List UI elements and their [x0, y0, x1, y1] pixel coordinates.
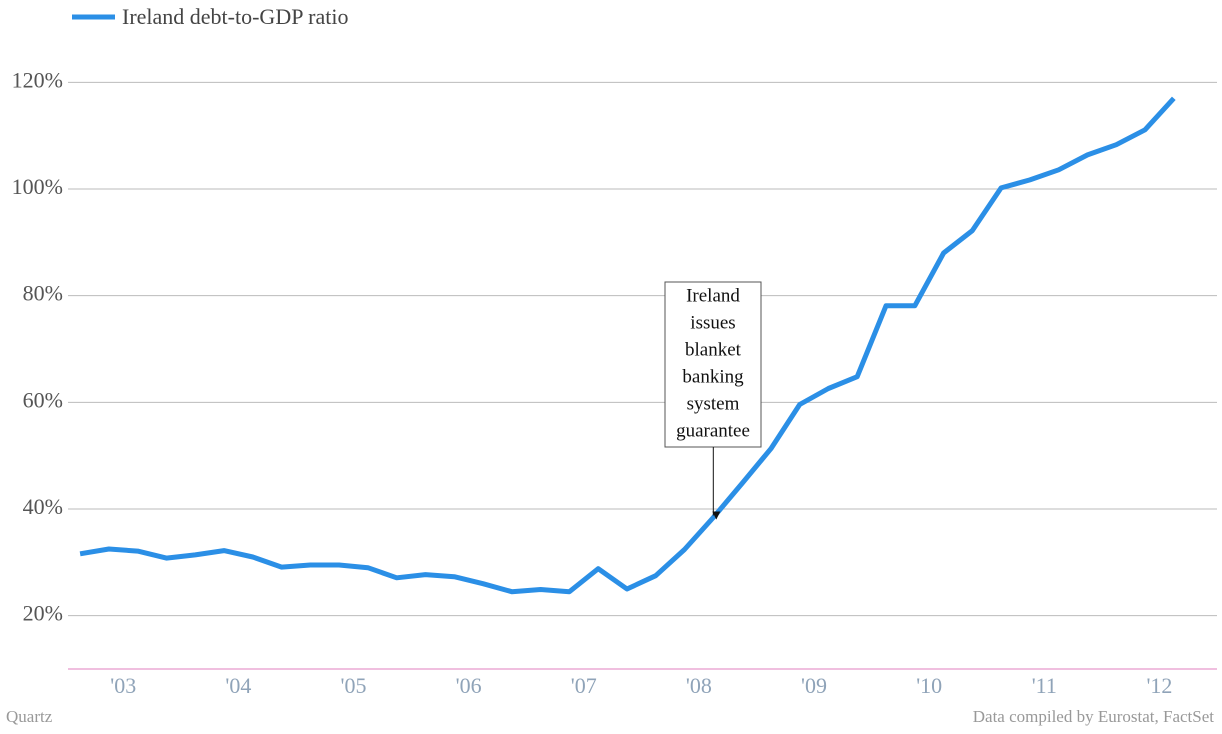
annotation-text: guarantee — [676, 420, 750, 441]
y-tick-label: 60% — [23, 387, 63, 412]
legend-label: Ireland debt-to-GDP ratio — [122, 4, 348, 29]
source-right: Data compiled by Eurostat, FactSet — [973, 707, 1215, 726]
x-tick-label: '10 — [916, 673, 942, 698]
annotation-text: banking — [682, 366, 744, 387]
data-line — [79, 96, 1176, 595]
y-tick-label: 100% — [12, 174, 63, 199]
x-tick-label: '07 — [571, 673, 597, 698]
annotation-text: issues — [690, 312, 735, 333]
x-tick-label: '06 — [456, 673, 482, 698]
x-tick-label: '11 — [1032, 673, 1057, 698]
y-tick-label: 80% — [23, 281, 63, 306]
annotation-text: system — [687, 393, 740, 414]
x-tick-label: '12 — [1146, 673, 1172, 698]
x-tick-label: '08 — [686, 673, 712, 698]
annotation-text: blanket — [685, 339, 742, 360]
source-left: Quartz — [6, 707, 53, 726]
annotation-box — [664, 281, 762, 448]
x-tick-label: '09 — [801, 673, 827, 698]
y-tick-label: 40% — [23, 494, 63, 519]
x-tick-label: '04 — [225, 673, 251, 698]
annotation-text: Ireland — [686, 285, 740, 306]
x-tick-label: '05 — [341, 673, 367, 698]
x-tick-label: '03 — [110, 673, 136, 698]
y-tick-label: 20% — [23, 601, 63, 626]
y-tick-label: 120% — [12, 67, 63, 92]
